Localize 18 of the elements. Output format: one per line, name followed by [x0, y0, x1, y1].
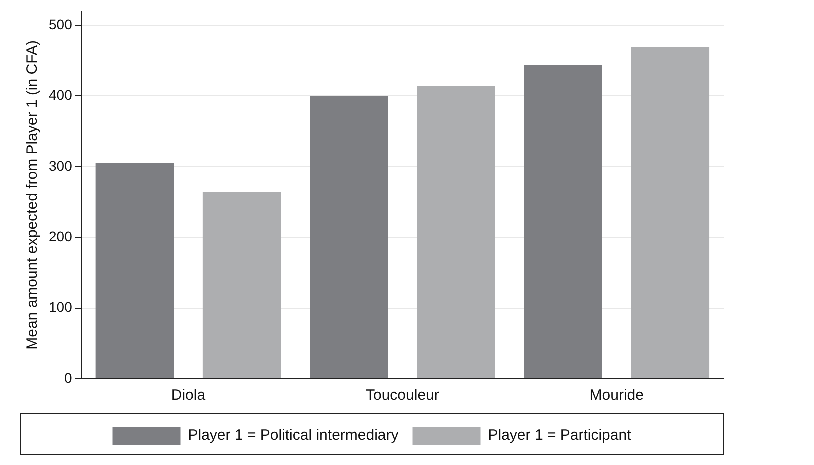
- x-tick-label: Mouride: [590, 387, 644, 404]
- y-tick-label: 200: [49, 228, 73, 244]
- y-tick-label: 100: [49, 299, 73, 316]
- y-tick-label: 0: [64, 370, 73, 386]
- bar: [524, 65, 602, 378]
- x-tick-label: Diola: [171, 387, 206, 404]
- bar: [631, 47, 710, 378]
- y-tick-label: 400: [49, 87, 73, 104]
- y-tick-label: 500: [49, 16, 73, 32]
- x-tick-label: Toucouleur: [366, 387, 440, 404]
- legend-label: Player 1 = Participant: [488, 427, 632, 444]
- legend-label: Player 1 = Political intermediary: [188, 427, 400, 444]
- bar: [310, 96, 388, 378]
- bar: [202, 192, 282, 378]
- bar: [96, 163, 174, 378]
- bar: [417, 86, 496, 378]
- y-axis-title: Mean amount expected from Player 1 (in CFA): [24, 40, 42, 350]
- y-tick-label: 300: [49, 158, 73, 174]
